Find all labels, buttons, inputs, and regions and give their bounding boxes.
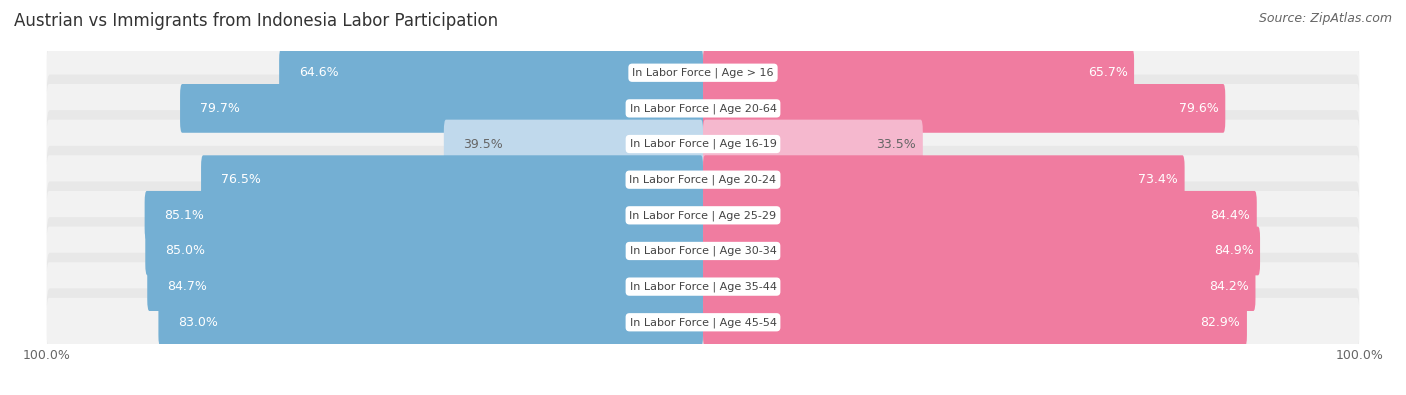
Text: 84.9%: 84.9% [1213,245,1254,258]
Text: In Labor Force | Age > 16: In Labor Force | Age > 16 [633,68,773,78]
Text: In Labor Force | Age 16-19: In Labor Force | Age 16-19 [630,139,776,149]
FancyBboxPatch shape [703,75,1360,142]
Text: Source: ZipAtlas.com: Source: ZipAtlas.com [1258,12,1392,25]
Text: In Labor Force | Age 30-34: In Labor Force | Age 30-34 [630,246,776,256]
FancyBboxPatch shape [46,288,703,356]
FancyBboxPatch shape [46,120,700,168]
FancyBboxPatch shape [46,146,703,214]
Text: 84.2%: 84.2% [1209,280,1249,293]
FancyBboxPatch shape [706,84,1360,133]
Text: 64.6%: 64.6% [299,66,339,79]
FancyBboxPatch shape [703,288,1360,356]
FancyBboxPatch shape [46,110,703,178]
FancyBboxPatch shape [46,298,700,347]
FancyBboxPatch shape [46,181,703,249]
Text: In Labor Force | Age 25-29: In Labor Force | Age 25-29 [630,210,776,220]
FancyBboxPatch shape [46,48,700,97]
FancyBboxPatch shape [703,84,1225,133]
FancyBboxPatch shape [703,253,1360,320]
FancyBboxPatch shape [703,120,922,168]
FancyBboxPatch shape [46,155,700,204]
FancyBboxPatch shape [706,262,1360,311]
FancyBboxPatch shape [703,48,1135,97]
Text: In Labor Force | Age 35-44: In Labor Force | Age 35-44 [630,281,776,292]
Text: 84.7%: 84.7% [167,280,207,293]
FancyBboxPatch shape [703,181,1360,249]
FancyBboxPatch shape [703,155,1185,204]
Text: 85.0%: 85.0% [165,245,205,258]
Text: In Labor Force | Age 20-64: In Labor Force | Age 20-64 [630,103,776,114]
Text: 83.0%: 83.0% [179,316,218,329]
FancyBboxPatch shape [145,191,703,240]
FancyBboxPatch shape [148,262,703,311]
FancyBboxPatch shape [703,217,1360,285]
FancyBboxPatch shape [706,155,1360,204]
FancyBboxPatch shape [444,120,703,168]
Text: In Labor Force | Age 45-54: In Labor Force | Age 45-54 [630,317,776,327]
Text: 84.4%: 84.4% [1211,209,1250,222]
Text: 33.5%: 33.5% [876,137,917,150]
FancyBboxPatch shape [703,191,1257,240]
Text: 76.5%: 76.5% [221,173,260,186]
FancyBboxPatch shape [703,227,1260,275]
FancyBboxPatch shape [706,120,1360,168]
FancyBboxPatch shape [46,253,703,320]
FancyBboxPatch shape [46,75,703,142]
Text: Austrian vs Immigrants from Indonesia Labor Participation: Austrian vs Immigrants from Indonesia La… [14,12,498,30]
FancyBboxPatch shape [145,227,703,275]
FancyBboxPatch shape [703,110,1360,178]
FancyBboxPatch shape [703,298,1247,347]
FancyBboxPatch shape [703,146,1360,214]
Text: 79.6%: 79.6% [1180,102,1219,115]
FancyBboxPatch shape [46,39,703,107]
FancyBboxPatch shape [46,227,700,275]
FancyBboxPatch shape [46,191,700,240]
Legend: Austrian, Immigrants from Indonesia: Austrian, Immigrants from Indonesia [541,393,865,395]
Text: 85.1%: 85.1% [165,209,204,222]
Text: In Labor Force | Age 20-24: In Labor Force | Age 20-24 [630,175,776,185]
Text: 73.4%: 73.4% [1139,173,1178,186]
Text: 82.9%: 82.9% [1201,316,1240,329]
FancyBboxPatch shape [46,217,703,285]
FancyBboxPatch shape [706,298,1360,347]
FancyBboxPatch shape [159,298,703,347]
FancyBboxPatch shape [180,84,703,133]
FancyBboxPatch shape [703,39,1360,107]
FancyBboxPatch shape [280,48,703,97]
FancyBboxPatch shape [46,84,700,133]
FancyBboxPatch shape [706,191,1360,240]
Text: 39.5%: 39.5% [464,137,503,150]
FancyBboxPatch shape [706,227,1360,275]
Text: 79.7%: 79.7% [200,102,239,115]
FancyBboxPatch shape [46,262,700,311]
FancyBboxPatch shape [703,262,1256,311]
Text: 65.7%: 65.7% [1088,66,1128,79]
FancyBboxPatch shape [201,155,703,204]
FancyBboxPatch shape [706,48,1360,97]
